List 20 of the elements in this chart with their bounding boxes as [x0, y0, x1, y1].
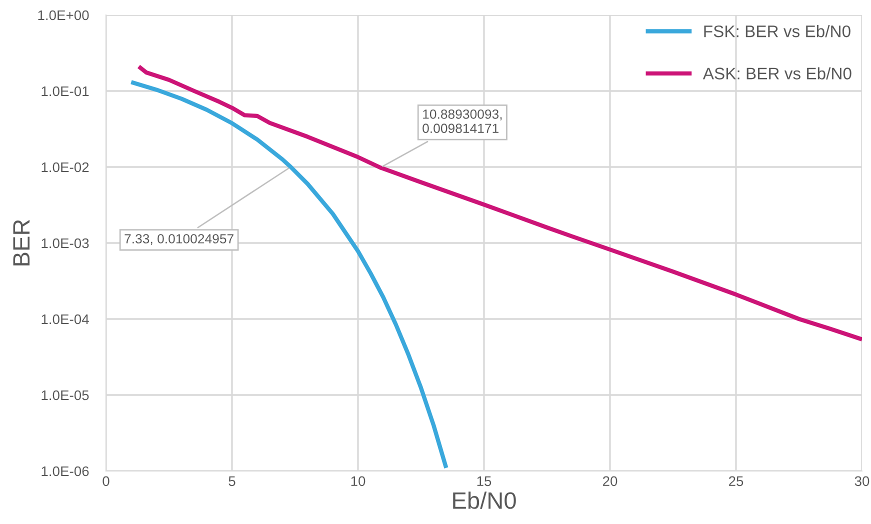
y-tick-label: 1.0E-04: [42, 314, 89, 324]
y-tick-label: 1.0E-05: [42, 390, 89, 400]
x-tick-label: 30: [854, 476, 870, 486]
y-tick-label: 1.0E-03: [42, 238, 89, 248]
y-tick-label: 1.0E-06: [42, 466, 89, 476]
x-tick-label: 5: [228, 476, 236, 486]
x-tick-label: 15: [477, 476, 492, 486]
x-tick-label: 25: [728, 476, 744, 486]
legend-label: ASK: BER vs Eb/N0: [702, 67, 852, 80]
y-tick-label: 1.0E-02: [42, 162, 89, 172]
x-tick-label: 0: [102, 476, 110, 486]
annotation: 10.88930093, 0.009814171: [422, 109, 502, 134]
legend-label: FSK: BER vs Eb/N0: [704, 25, 850, 38]
y-tick-label: 1.0E+00: [38, 10, 89, 20]
annotation: 7.33, 0.010024957: [124, 234, 234, 245]
y-tick-label: 1.0E-01: [42, 86, 89, 96]
x-tick-label: 10: [351, 476, 366, 486]
x-tick-label: 20: [602, 476, 618, 486]
x-axis-title: Eb/N0: [453, 492, 516, 509]
y-axis-title: BER: [13, 220, 30, 266]
